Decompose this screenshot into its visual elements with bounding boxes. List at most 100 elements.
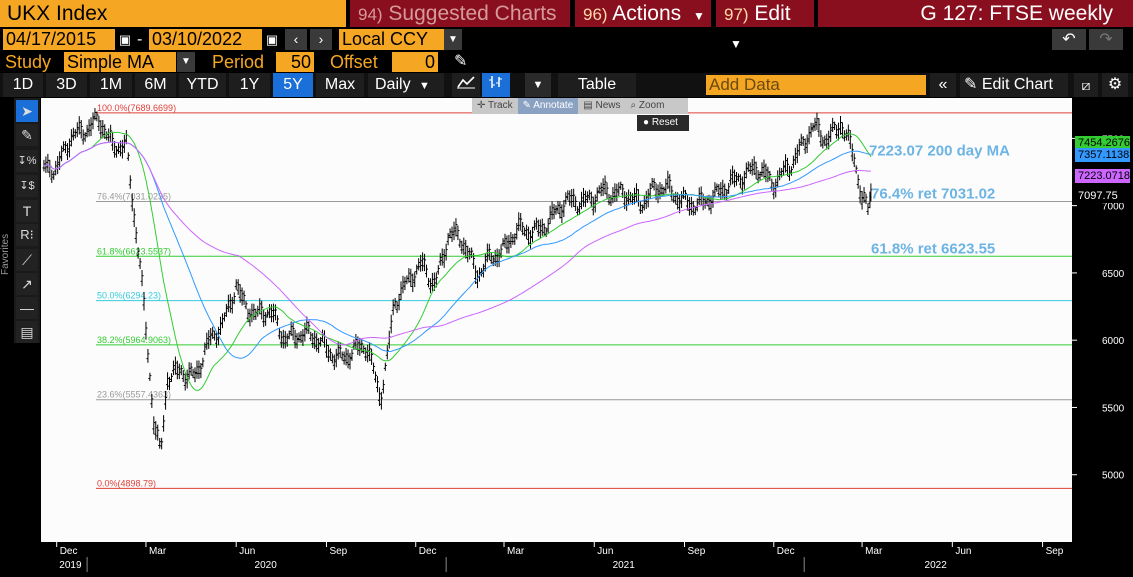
redo-button[interactable]: ↷ <box>1089 29 1123 50</box>
chart-settings-icon[interactable]: ⧄ <box>1074 73 1098 97</box>
y-axis-svg: 500055006000650070007500 <box>1072 134 1125 482</box>
offset-label: Offset <box>330 52 378 72</box>
range-button-max[interactable]: Max <box>316 73 364 97</box>
menu-label: Suggested Charts <box>388 2 557 25</box>
pencil-icon[interactable]: ✎ <box>454 53 468 70</box>
x-year-label: 2019 <box>59 560 82 571</box>
range-button-5y[interactable]: 5Y <box>273 73 313 97</box>
x-year-label: 2021 <box>613 560 636 571</box>
period-field[interactable]: 50 <box>276 52 314 72</box>
x-tick-label: Mar <box>865 546 883 557</box>
next-period-button[interactable]: › <box>310 29 332 50</box>
last-value-label: 7223.0718 <box>1075 168 1130 183</box>
x-tick-label: Dec <box>60 546 78 557</box>
offset-field[interactable]: 0 <box>392 52 438 72</box>
edit-chart-button[interactable]: ✎ Edit Chart <box>960 73 1068 97</box>
ray-icon[interactable]: ↗ <box>16 273 38 295</box>
range-button-3d[interactable]: 3D <box>46 73 87 97</box>
plot-mode-zoom[interactable]: ⌕ Zoom <box>630 100 665 111</box>
security-field[interactable]: UKX Index <box>0 0 346 27</box>
reset-zoom-button[interactable]: ● Reset <box>637 115 689 131</box>
currency-select[interactable]: Local CCY <box>339 29 444 50</box>
edit-menu[interactable]: 97) Edit ▼ <box>716 0 814 51</box>
plot-mode-news[interactable]: ▤ News <box>583 100 621 111</box>
chevron-down-icon[interactable]: ▼ <box>444 29 462 50</box>
table-button[interactable]: Table <box>558 73 636 97</box>
y-tick-label: 5500 <box>1102 403 1125 414</box>
retracement-icon[interactable]: R⁝ <box>16 224 38 246</box>
chevron-down-icon: ▼ <box>730 37 742 51</box>
end-date-field[interactable]: 03/10/2022 <box>149 29 262 50</box>
range-button-6m[interactable]: 6M <box>135 73 176 97</box>
collapse-icon[interactable]: « <box>930 73 956 97</box>
study-label: Study <box>5 52 52 72</box>
plot-mode-track[interactable]: ✛ Track <box>477 100 513 111</box>
fib-label: 100.0%(7689.6699) <box>97 103 176 113</box>
x-year-label: 2020 <box>255 560 278 571</box>
range-button-1d[interactable]: 1D <box>3 73 43 97</box>
calendar-icon[interactable]: ▣ <box>118 32 132 47</box>
fib-label: 38.2%(5964.9063) <box>97 335 171 345</box>
actions-menu[interactable]: 96) Actions ▼ <box>575 0 711 27</box>
favorites-label: Favorites <box>0 233 11 275</box>
y-tick-label: 6000 <box>1102 336 1125 347</box>
last-value-label: 7097.75 <box>1075 189 1130 204</box>
x-tick-label: Sep <box>329 546 347 557</box>
chevron-down-icon[interactable]: ▼ <box>525 73 551 97</box>
last-value-label: 7357.1138 <box>1075 147 1130 162</box>
chevron-down-icon: ▼ <box>692 9 705 23</box>
trendline-icon[interactable]: ⟋ <box>16 249 38 271</box>
chevron-down-icon[interactable]: ▼ <box>177 52 195 72</box>
range-button-ytd[interactable]: YTD <box>179 73 226 97</box>
x-axis: Dec Mar Jun Sep Dec Mar Jun Sep Dec Mar Jun Sep 2019… <box>41 542 1072 572</box>
period-label: Period <box>212 52 265 72</box>
plot-mode-toolbar: ✛ Track ✎ Annotate ▤ News ⌕ Zoom <box>472 98 688 114</box>
chart-annotation: 7223.07 200 day MA <box>869 143 1010 160</box>
y-tick-label: 5000 <box>1102 471 1125 482</box>
frequency-select[interactable]: Daily ▼ <box>368 73 444 97</box>
chart-plot-area[interactable]: 100.0%(7689.6699) 76.4%(7031.0235) 61.8%(6… <box>41 98 1072 542</box>
x-tick-label: Dec <box>419 546 437 557</box>
menu-label: Actions <box>612 2 682 25</box>
range-button-1m[interactable]: 1M <box>90 73 132 97</box>
prev-period-button[interactable]: ‹ <box>285 29 307 50</box>
date-separator: - <box>137 31 143 48</box>
ma-line-2 <box>43 141 871 359</box>
x-year-label: 2022 <box>925 560 948 571</box>
horizontal-line-icon[interactable]: — <box>16 297 38 319</box>
y-tick-label: 6500 <box>1102 269 1125 280</box>
line-chart-icon[interactable] <box>452 73 480 97</box>
undo-button[interactable]: ↶ <box>1052 29 1086 50</box>
pen-icon[interactable]: ✎ <box>16 124 38 146</box>
plot-mode-annotate[interactable]: ✎ Annotate <box>517 98 579 114</box>
fib-label: 50.0%(6294.23) <box>97 291 161 301</box>
x-tick-label: Sep <box>688 546 706 557</box>
menu-number: 94) <box>358 5 383 24</box>
add-data-input[interactable] <box>706 75 926 95</box>
fib-label: 76.4%(7031.0235) <box>97 191 171 201</box>
pencil-icon: ✎ <box>964 76 978 93</box>
ma-line-1 <box>43 131 872 391</box>
suggested-charts-menu[interactable]: 94) Suggested Charts <box>350 0 570 27</box>
reset-label: Reset <box>651 117 678 128</box>
reset-icon: ● <box>643 117 650 128</box>
text-icon[interactable]: T <box>16 200 38 222</box>
bar-chart-icon[interactable] <box>482 73 510 97</box>
x-tick-label: Sep <box>1046 546 1064 557</box>
gear-icon[interactable]: ⚙ <box>1102 73 1128 97</box>
channel-icon[interactable]: ▤ <box>16 321 38 343</box>
pointer-icon[interactable]: ➤ <box>16 100 38 122</box>
calendar-icon[interactable]: ▣ <box>265 32 279 47</box>
frequency-label: Daily <box>375 76 411 93</box>
start-date-field[interactable]: 04/17/2015 <box>3 29 115 50</box>
percent-icon[interactable]: ↧% <box>16 150 38 172</box>
fib-label: 23.6%(5557.4363) <box>97 390 171 400</box>
x-tick-label: Mar <box>149 546 167 557</box>
x-tick-label: Jun <box>955 546 971 557</box>
menu-number: 97) <box>724 5 749 24</box>
chevron-down-icon: ▼ <box>419 80 430 92</box>
study-select[interactable]: Simple MA <box>64 52 176 72</box>
range-button-1y[interactable]: 1Y <box>229 73 270 97</box>
dollar-icon[interactable]: ↧$ <box>16 175 38 197</box>
x-axis-svg: Dec Mar Jun Sep Dec Mar Jun Sep Dec Mar Jun Sep 2019… <box>56 542 1064 572</box>
